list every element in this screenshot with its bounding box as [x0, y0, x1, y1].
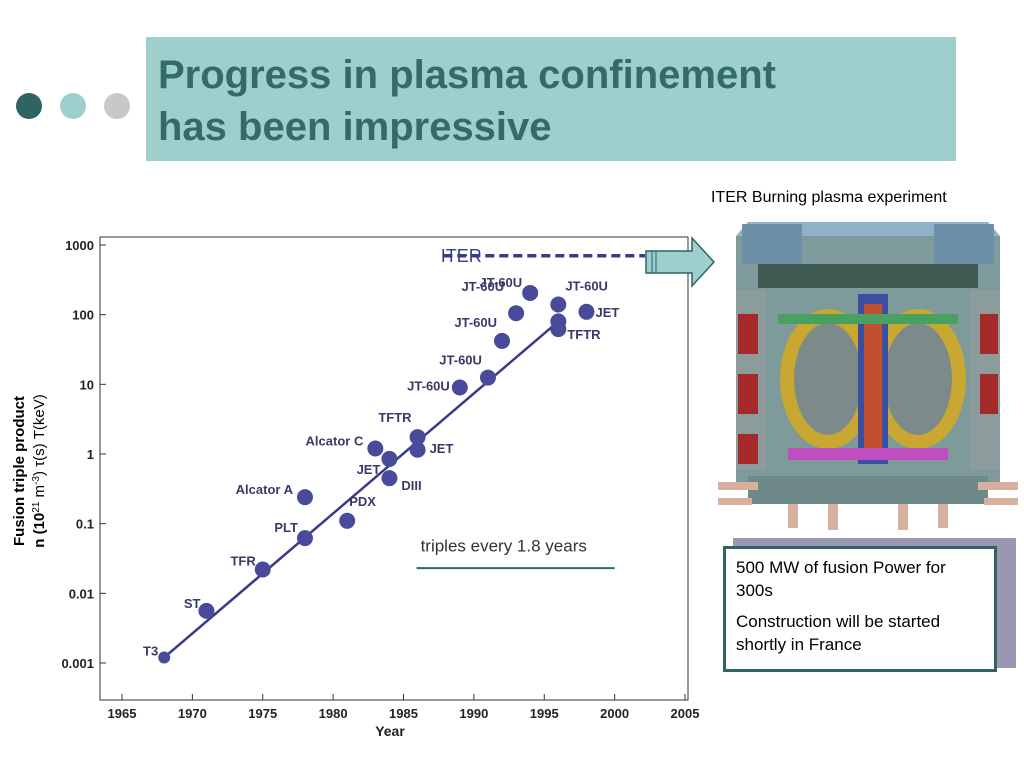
iter-label: ITER [441, 246, 482, 266]
point-label: TFR [230, 553, 256, 568]
data-point [494, 332, 511, 349]
y-tick-label: 0.001 [61, 656, 94, 671]
title-line-1: Progress in plasma confinement [158, 53, 776, 97]
point-label: JET [430, 441, 454, 456]
point-label: PDX [349, 494, 376, 509]
x-tick-label: 1985 [389, 706, 418, 721]
point-label: JET [357, 462, 381, 477]
y-axis-label-part: n (10 [31, 513, 48, 548]
y-axis-label-line1: Fusion triple product [11, 396, 28, 546]
y-tick-label: 1000 [65, 238, 94, 253]
data-point [550, 313, 567, 330]
point-label: Alcator A [236, 482, 294, 497]
y-axis-label-part: m [31, 485, 48, 502]
data-point [381, 470, 398, 487]
point-label: Alcator C [306, 433, 364, 448]
data-point [578, 303, 595, 320]
data-point [296, 489, 313, 506]
plot-frame [99, 236, 689, 701]
iter-tokamak-image [718, 222, 1018, 530]
dot-grey [104, 93, 130, 119]
data-point [381, 450, 398, 467]
title-line-2: has been impressive [158, 105, 552, 149]
point-label: TFTR [378, 410, 412, 425]
point-label: T3 [143, 643, 158, 658]
x-tick-label: 2000 [600, 706, 629, 721]
y-axis-label-part: (s) T(keV) [31, 394, 48, 461]
title-banner: Progress in plasma confinement has been … [146, 37, 956, 161]
data-point [479, 369, 496, 386]
point-label: TFTR [567, 327, 601, 342]
info-line-power: 500 MW of fusion Power for 300s [736, 558, 946, 600]
data-point [522, 284, 539, 301]
data-point [367, 440, 384, 457]
x-tick-label: 1990 [459, 706, 488, 721]
point-label: JT-60U [439, 353, 482, 368]
data-point [508, 305, 525, 322]
x-tick-label: 1995 [530, 706, 559, 721]
point-label: JT-60U [407, 379, 450, 394]
point-label: JT-60U [480, 275, 523, 290]
point-label: JET [595, 305, 619, 320]
y-tick-label: 100 [72, 308, 94, 323]
data-point [409, 441, 426, 458]
info-line-construction: Construction will be started shortly in … [736, 612, 941, 654]
x-tick-label: 1965 [108, 706, 137, 721]
trend-annotation: triples every 1.8 years [421, 536, 587, 555]
triple-product-chart: 0.001 0.01 0.1 1 10 100 1000 1965 1970 1975 1980 19… [0, 222, 712, 742]
y-axis-label-part: 21 [31, 501, 42, 513]
y-tick-label: 1 [87, 447, 94, 462]
point-label: DIII [401, 478, 421, 493]
data-point [296, 530, 313, 547]
data-point [158, 651, 171, 664]
slide-title: Progress in plasma confinement has been … [158, 49, 776, 153]
x-tick-label: 1970 [178, 706, 207, 721]
data-point [339, 512, 356, 529]
chart-background [48, 226, 708, 740]
data-point [254, 561, 271, 578]
point-label: JT-60U [461, 279, 504, 294]
y-axis-label-part: -3 [31, 476, 42, 485]
iter-caption: ITER Burning plasma experiment [711, 189, 947, 206]
data-point [198, 602, 215, 619]
y-axis-label-part: τ [31, 461, 48, 467]
data-point [451, 379, 468, 396]
chart-svg: 0.001 0.01 0.1 1 10 100 1000 1965 1970 1975 1980 19… [11, 226, 708, 740]
point-label: PLT [274, 520, 298, 535]
point-label: JT-60U [565, 278, 608, 293]
data-point [550, 296, 567, 313]
dot-teal [60, 93, 86, 119]
point-label: JT-60U [454, 315, 497, 330]
y-tick-label: 10 [80, 377, 94, 392]
y-axis-label-line2: n (1021 m-3) τ(s) T(keV) [31, 394, 48, 548]
y-tick-label: 0.1 [76, 517, 94, 532]
x-tick-label: 1980 [319, 706, 348, 721]
data-point [409, 429, 426, 446]
x-tick-label: 2005 [671, 706, 700, 721]
dot-dark [16, 93, 42, 119]
x-axis-label: Year [375, 723, 405, 739]
x-tick-label: 1975 [248, 706, 277, 721]
y-tick-label: 0.01 [69, 586, 94, 601]
arrow-right-icon [645, 236, 716, 288]
iter-info-box: 500 MW of fusion Power for 300s Construc… [723, 546, 997, 672]
y-axis-label-part: ) [31, 467, 48, 476]
point-label: ST [184, 596, 201, 611]
